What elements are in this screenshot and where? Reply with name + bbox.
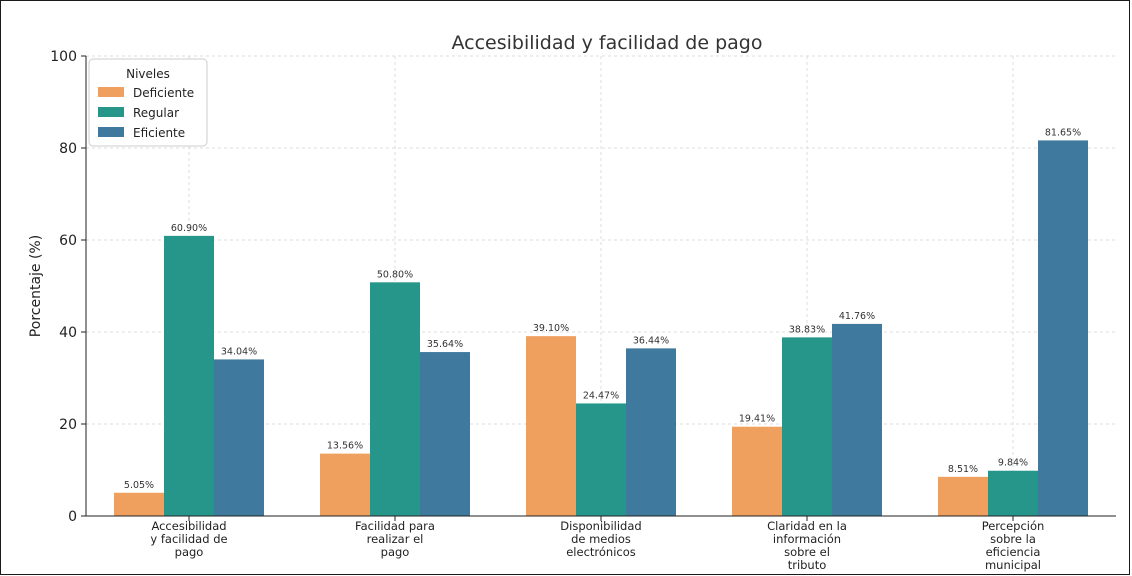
legend-swatch-regular xyxy=(98,107,124,117)
y-tick-label: 0 xyxy=(68,509,77,525)
bar-value-label: 36.44% xyxy=(633,335,669,346)
y-tick-label: 100 xyxy=(50,49,77,65)
legend-swatch-deficiente xyxy=(98,87,124,97)
bar-deficiente xyxy=(526,336,576,516)
bar-deficiente xyxy=(320,453,370,516)
bars xyxy=(114,140,1088,517)
bar-value-label: 5.05% xyxy=(124,480,154,491)
bar-regular xyxy=(782,337,832,516)
bar-value-label: 60.90% xyxy=(171,223,207,234)
y-tick-label: 80 xyxy=(59,141,77,157)
bar-regular xyxy=(988,470,1038,516)
bar-value-label: 19.41% xyxy=(739,414,775,425)
bar-value-label: 8.51% xyxy=(948,464,978,475)
bar-value-label: 13.56% xyxy=(327,441,363,452)
bar-value-label: 38.83% xyxy=(789,324,825,335)
bar-regular xyxy=(164,235,214,517)
x-tick-label: Claridad en la información sobre el tributo xyxy=(767,519,847,572)
legend-title: Niveles xyxy=(126,67,170,81)
bar-eficiente xyxy=(214,359,264,516)
bar-regular xyxy=(370,282,420,516)
bar-value-labels: 5.05% 13.56% 39.10% 19.41% 8.51% 60.90% 50.80%… xyxy=(124,127,1081,490)
bar-eficiente xyxy=(420,352,470,516)
bar-regular xyxy=(576,403,626,516)
y-tick-label: 40 xyxy=(59,325,77,341)
bar-value-label: 9.84% xyxy=(998,458,1028,469)
chart-title: Accesibilidad y facilidad de pago xyxy=(451,32,762,54)
x-tick-label: Disponibilidad de medios electrónicos xyxy=(560,519,641,559)
bar-eficiente xyxy=(626,348,676,516)
legend-swatch-eficiente xyxy=(98,127,124,137)
bar-value-label: 81.65% xyxy=(1045,127,1081,138)
bar-eficiente xyxy=(832,323,882,516)
legend-box xyxy=(88,58,208,147)
bar-deficiente xyxy=(732,426,782,516)
bar-value-label: 41.76% xyxy=(839,311,875,322)
bar-deficiente xyxy=(938,476,988,516)
x-tick-label: Accesibilidad y facilidad de pago xyxy=(150,519,227,559)
bar-deficiente xyxy=(114,492,164,516)
axes: 0 20 40 60 80 100 Accesibilidad y facilidad de p… xyxy=(50,49,1116,572)
y-tick-label: 20 xyxy=(59,417,77,433)
bar-value-label: 34.04% xyxy=(221,346,257,357)
legend-label-deficiente: Deficiente xyxy=(133,86,194,100)
bar-value-label: 35.64% xyxy=(427,339,463,350)
x-tick-label: Facilidad para realizar el pago xyxy=(355,519,435,559)
legend-label-regular: Regular xyxy=(133,106,179,120)
legend: Niveles Deficiente Regular Eficiente xyxy=(88,58,208,147)
x-tick-label: Percepción sobre la eficiencia municipal xyxy=(982,519,1045,572)
bar-value-label: 39.10% xyxy=(533,323,569,334)
bar-value-label: 50.80% xyxy=(377,269,413,280)
legend-label-eficiente: Eficiente xyxy=(133,126,185,140)
y-axis-title: Porcentaje (%) xyxy=(28,235,44,337)
bar-eficiente xyxy=(1038,140,1088,516)
y-tick-label: 60 xyxy=(59,233,77,249)
bar-value-label: 24.47% xyxy=(583,390,619,401)
